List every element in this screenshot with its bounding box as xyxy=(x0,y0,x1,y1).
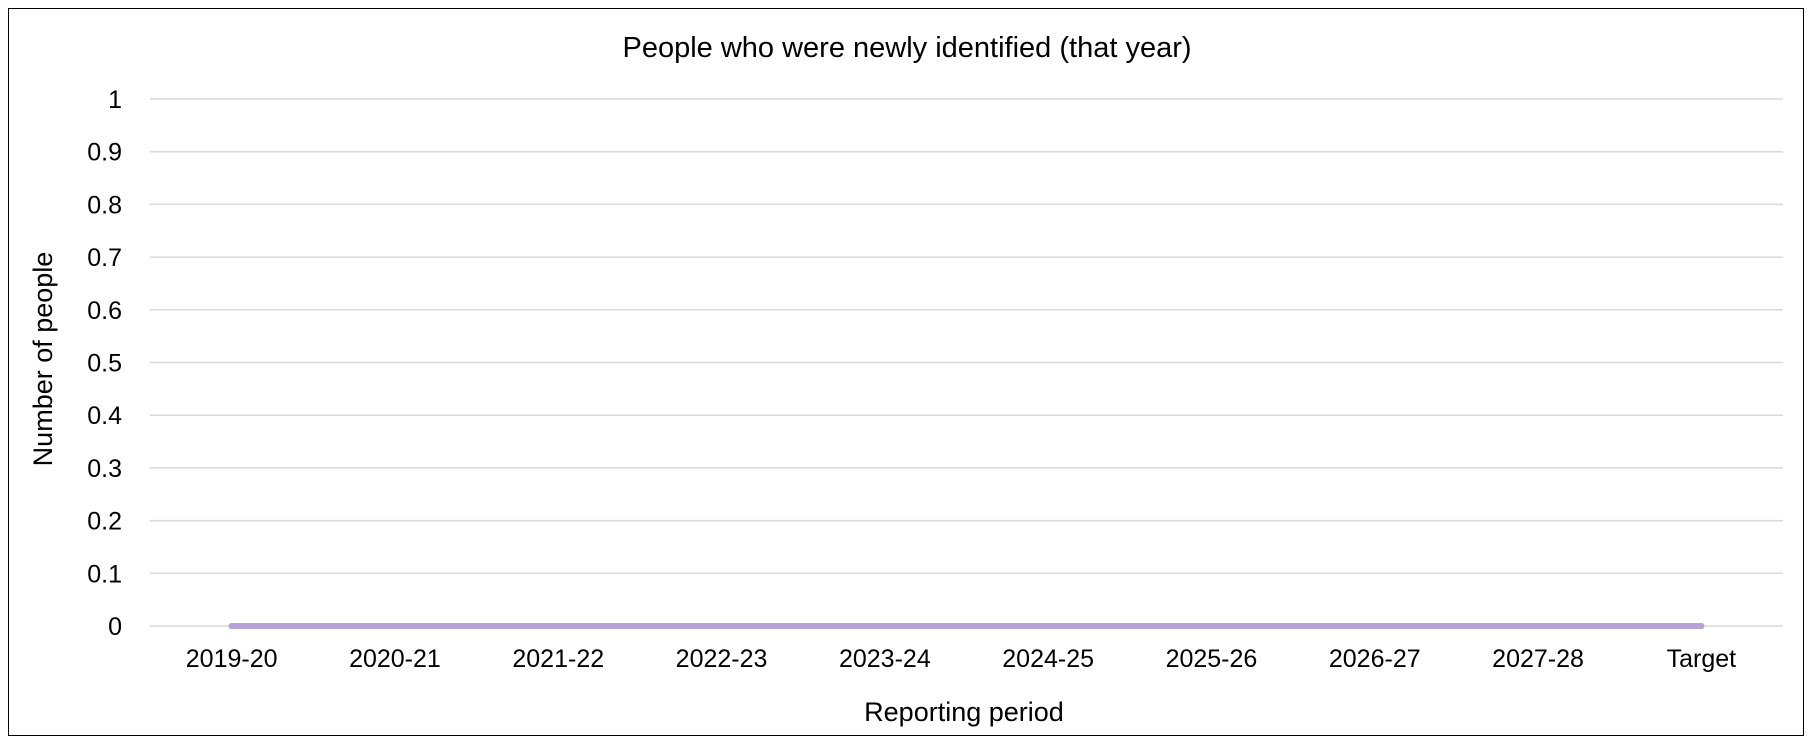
x-tick-label: 2020-21 xyxy=(349,645,441,673)
y-tick-label: 0.3 xyxy=(87,455,122,483)
y-tick-label: 0.5 xyxy=(87,350,122,378)
gridlines xyxy=(150,98,1783,627)
data-point xyxy=(1535,623,1542,629)
data-point xyxy=(228,623,235,629)
data-point xyxy=(881,623,888,629)
x-tick-label: 2025-26 xyxy=(1166,645,1258,673)
data-point xyxy=(1045,623,1052,629)
chart-title: People who were newly identified (that y… xyxy=(622,32,1191,64)
y-tick-label: 0.7 xyxy=(87,244,122,272)
y-tick-label: 0.8 xyxy=(87,191,122,219)
x-tick-label: 2027-28 xyxy=(1492,645,1584,673)
chart-frame xyxy=(8,8,1804,736)
data-series xyxy=(228,623,1705,629)
y-tick-label: 0.2 xyxy=(87,508,122,536)
data-point xyxy=(1698,623,1705,629)
y-tick-label: 0.6 xyxy=(87,297,122,325)
y-tick-label: 0 xyxy=(108,613,122,641)
y-axis-title: Number of people xyxy=(28,252,58,467)
x-tick-labels: 2019-20 2020-21 2021-22 2022-23 2023-24 2024-… xyxy=(186,645,1736,673)
y-tick-label: 1 xyxy=(108,86,122,114)
data-point xyxy=(1208,623,1215,629)
y-tick-label: 0.9 xyxy=(87,139,122,167)
y-tick-label: 0.1 xyxy=(87,560,122,588)
x-tick-label: 2024-25 xyxy=(1002,645,1094,673)
x-tick-label: 2019-20 xyxy=(186,645,278,673)
x-axis-title: Reporting period xyxy=(864,697,1064,727)
data-point xyxy=(391,623,398,629)
data-point xyxy=(718,623,725,629)
x-tick-label: 2026-27 xyxy=(1329,645,1421,673)
x-tick-label: 2022-23 xyxy=(676,645,768,673)
data-point xyxy=(555,623,562,629)
y-tick-label: 0.4 xyxy=(87,402,122,430)
x-tick-label: 2021-22 xyxy=(512,645,604,673)
data-point xyxy=(1371,623,1378,629)
x-tick-label: 2023-24 xyxy=(839,645,931,673)
y-tick-labels: 0 0.1 0.2 0.3 0.4 0.5 0.6 0.7 0.8 0.9 1 xyxy=(87,86,122,641)
x-tick-label: Target xyxy=(1667,645,1737,673)
